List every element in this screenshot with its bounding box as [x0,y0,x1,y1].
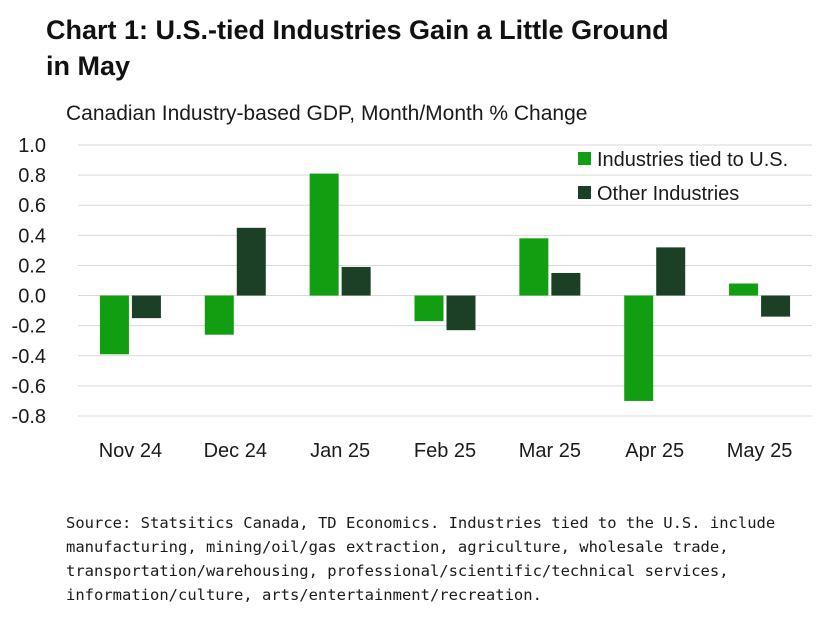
bar-chart: 1.0 0.8 0.6 0.4 0.2 0.0 -0.2 -0.4 -0.6 -0.8 Nov 2… [12,135,812,462]
bar-us-tied-feb-25 [414,295,444,322]
bar-us-tied-nov-24 [99,295,129,355]
y-tick-label: -0.6 [12,376,46,398]
y-tick-label: 0.6 [18,195,46,217]
chart-title-line-1: Chart 1: U.S.-tied Industries Gain a Lit… [46,15,669,45]
gridlines [78,144,812,417]
legend: Industries tied to U.S. Other Industries [578,149,788,205]
y-tick-label: 1.0 [18,135,46,157]
y-tick-label: -0.2 [12,316,46,338]
y-tick-label: 0.2 [18,255,46,277]
x-category-label: Dec 24 [204,440,267,462]
chart-subtitle: Canadian Industry-based GDP, Month/Month… [66,102,588,125]
x-category-label: May 25 [727,440,793,462]
bar-us-tied-apr-25 [624,295,654,401]
x-category-label: Feb 25 [414,440,476,462]
bar-us-tied-mar-25 [519,238,549,296]
chart-title-line-2: in May [46,51,131,81]
y-tick-label: -0.4 [12,346,46,368]
x-category-label: Jan 25 [310,440,370,462]
source-line: manufacturing, mining/oil/gas extraction… [66,538,729,556]
legend-label: Other Industries [597,183,739,205]
source-line: transportation/warehousing, professional… [66,562,729,580]
source-line: information/culture, arts/entertainment/… [66,586,542,604]
bar-other-dec-24 [236,227,266,296]
x-category-label: Apr 25 [625,440,684,462]
bar-us-tied-jan-25 [309,173,339,296]
bars [99,173,791,401]
legend-swatch [578,152,591,165]
legend-label: Industries tied to U.S. [597,149,788,171]
y-axis-ticks: 1.0 0.8 0.6 0.4 0.2 0.0 -0.2 -0.4 -0.6 -0.8 [12,135,46,428]
bar-other-feb-25 [446,295,476,331]
bar-us-tied-may-25 [729,283,759,296]
bar-other-mar-25 [551,272,581,296]
x-category-label: Mar 25 [519,440,581,462]
bar-other-may-25 [761,295,791,317]
y-tick-label: 0.4 [18,225,46,247]
bar-other-apr-25 [656,247,686,296]
source-line: Source: Statsitics Canada, TD Economics.… [66,514,776,532]
y-tick-label: 0.8 [18,165,46,187]
bar-us-tied-dec-24 [204,295,234,335]
y-tick-label: -0.8 [12,406,46,428]
source-note: Source: Statsitics Canada, TD Economics.… [66,511,786,607]
legend-swatch [578,186,591,199]
x-axis-categories: Nov 24 Dec 24 Jan 25 Feb 25 Mar 25 Apr 25 May … [99,440,793,462]
chart-title: Chart 1: U.S.-tied Industries Gain a Lit… [46,12,786,84]
bar-other-nov-24 [131,295,161,319]
y-tick-label: 0.0 [18,286,46,308]
bar-other-jan-25 [341,266,371,296]
x-category-label: Nov 24 [99,440,162,462]
